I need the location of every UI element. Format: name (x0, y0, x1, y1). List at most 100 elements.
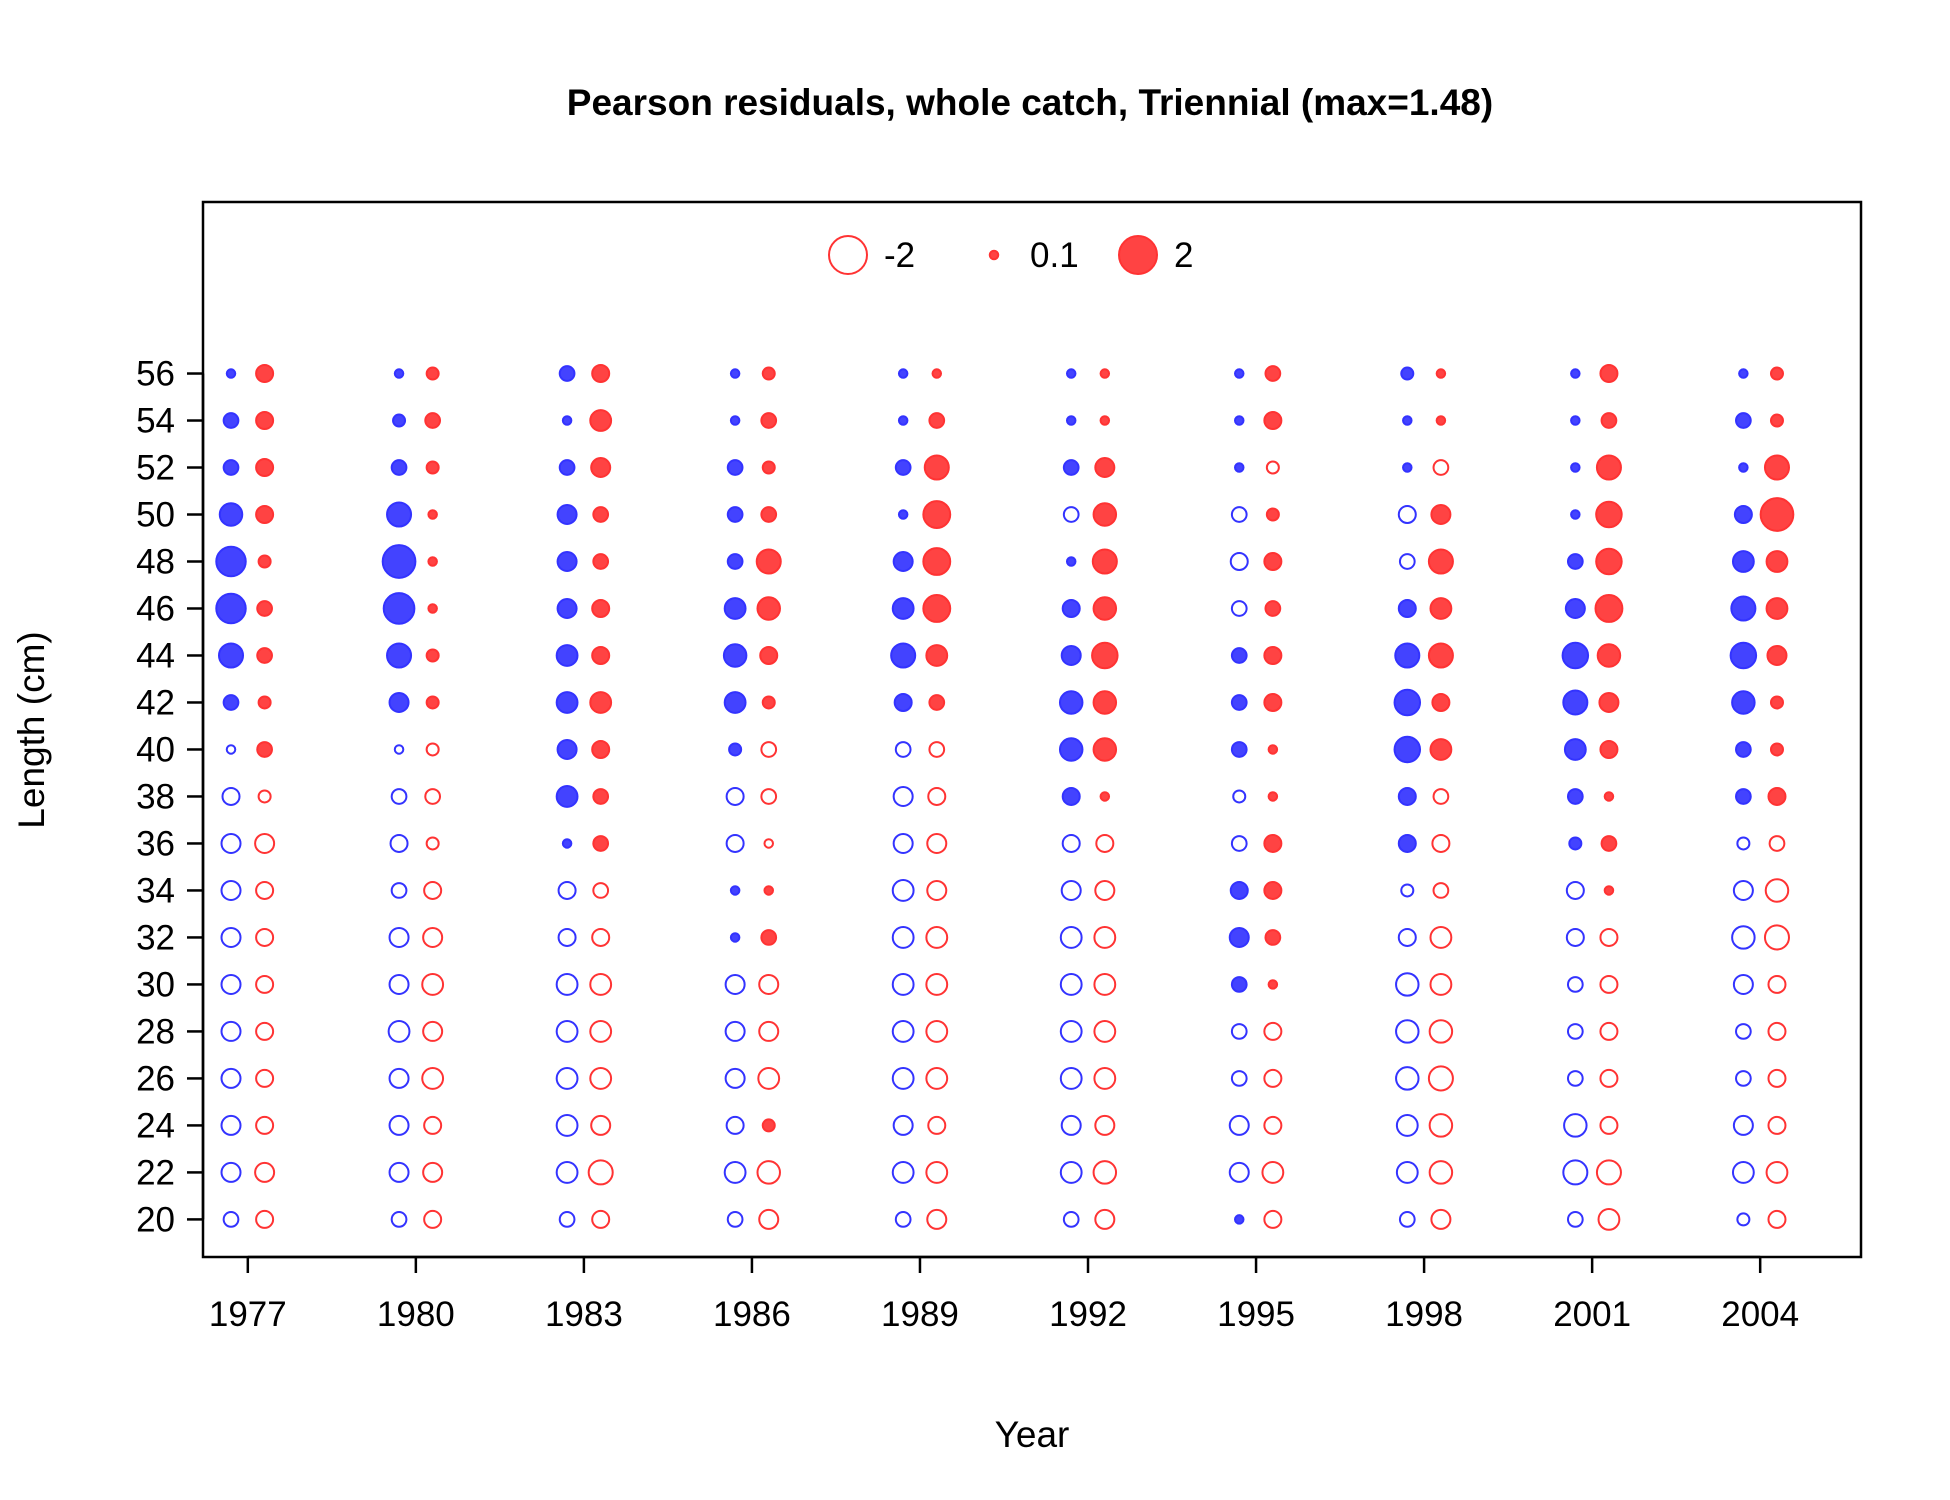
residual-bubble (390, 788, 408, 805)
residual-bubble (1265, 460, 1280, 475)
residual-bubble (1091, 641, 1119, 670)
x-tick-label: 1995 (1217, 1295, 1295, 1334)
residual-bubble (1427, 548, 1454, 575)
residual-bubble (555, 1067, 579, 1090)
residual-bubble (255, 880, 275, 900)
residual-bubble (425, 836, 440, 851)
residual-bubble (926, 1208, 948, 1230)
y-tick-label: 54 (136, 402, 175, 441)
residual-bubble (928, 694, 946, 711)
residual-bubble (1264, 600, 1282, 617)
residual-bubble (925, 1067, 949, 1090)
residual-bubble (724, 973, 746, 995)
residual-bubble (892, 785, 914, 807)
residual-bubble (592, 835, 610, 852)
residual-bubble (425, 695, 440, 710)
residual-bubble (1230, 694, 1248, 711)
residual-bubble (1263, 1068, 1283, 1088)
residual-bubble (1596, 643, 1622, 668)
plot-frame (201, 200, 1863, 1259)
residual-bubble (222, 1211, 240, 1228)
residual-bubble (1595, 547, 1623, 576)
y-tick-label: 36 (136, 824, 175, 863)
y-tick-label: 40 (136, 730, 175, 769)
chart-title: Pearson residuals, whole catch, Triennia… (567, 82, 1493, 123)
residual-bubble (1431, 833, 1451, 853)
y-tick-label: 46 (136, 589, 175, 628)
residual-bubble (592, 882, 610, 899)
residual-bubble (256, 647, 273, 664)
residual-bubble (1263, 1209, 1283, 1229)
residual-bubble (757, 1067, 781, 1090)
residual-bubble (1766, 644, 1788, 666)
residual-bubble (1432, 882, 1450, 899)
residual-bubble (1735, 1070, 1752, 1087)
residual-bubble (1402, 462, 1413, 473)
residual-bubble (1229, 552, 1249, 571)
residual-bubble (1061, 786, 1081, 806)
residual-bubble (1062, 506, 1080, 523)
residual-bubble (591, 739, 611, 759)
residual-bubble (1230, 600, 1248, 617)
residual-bubble (215, 545, 247, 578)
residual-bubble (220, 1020, 242, 1042)
y-tick-label: 32 (136, 918, 175, 957)
residual-bubble (893, 692, 913, 712)
residual-bubble (723, 597, 747, 620)
residual-bubble (1263, 1021, 1283, 1041)
residual-bubble (587, 1159, 614, 1186)
residual-bubble (592, 553, 610, 570)
residual-bubble (1234, 368, 1245, 379)
residual-bubble (1429, 597, 1453, 620)
residual-bubble (1093, 973, 1117, 996)
residual-bubble (254, 832, 276, 854)
residual-bubble (891, 926, 915, 949)
x-tick-label: 1992 (1049, 1295, 1127, 1334)
residual-bubble (591, 645, 611, 665)
residual-bubble (255, 1068, 275, 1088)
residual-bubble (1733, 505, 1753, 525)
legend-label: 2 (1174, 236, 1193, 275)
residual-bubble (1400, 366, 1415, 381)
residual-bubble (255, 411, 275, 431)
residual-bubble (589, 691, 613, 714)
residual-bubble (897, 509, 909, 520)
y-tick-label: 48 (136, 542, 175, 581)
residual-bubble (1594, 594, 1624, 623)
residual-bubble (1432, 459, 1450, 476)
x-tick-label: 1989 (881, 1295, 959, 1334)
residual-bubble (1395, 1161, 1419, 1184)
residual-bubble (1738, 462, 1749, 473)
residual-bubble (558, 459, 576, 476)
residual-bubble (1092, 1160, 1118, 1185)
residual-bubble (897, 415, 909, 426)
residual-bubble (723, 691, 747, 714)
residual-bubble (758, 1208, 780, 1230)
residual-bubble (925, 1161, 949, 1184)
x-tick-label: 1983 (545, 1295, 623, 1334)
residual-bubble (922, 500, 952, 529)
residual-bubble (725, 786, 745, 806)
residual-bubble (225, 368, 237, 379)
y-tick-label: 34 (136, 871, 175, 910)
plot-marks (215, 364, 1795, 1231)
residual-bubble (1062, 459, 1080, 476)
residual-bubble (1093, 1067, 1117, 1090)
residual-bubble (1065, 415, 1077, 426)
residual-bubble (891, 973, 915, 996)
residual-bubble (555, 1020, 579, 1043)
residual-bubble (891, 597, 915, 620)
residual-bubble (1603, 885, 1615, 896)
residual-bubble (1228, 926, 1250, 948)
residual-bubble (1767, 1068, 1787, 1088)
residual-bubble (761, 695, 776, 710)
residual-bubble (557, 880, 577, 900)
residual-bubble (729, 932, 741, 943)
residual-bubble (1230, 976, 1248, 993)
residual-bubble (1428, 1160, 1454, 1185)
residual-bubble (758, 973, 780, 995)
y-tick-label: 26 (136, 1059, 175, 1098)
residual-bubble (555, 785, 579, 808)
x-tick-label: 1986 (713, 1295, 791, 1334)
residual-bubble (1228, 1161, 1250, 1183)
